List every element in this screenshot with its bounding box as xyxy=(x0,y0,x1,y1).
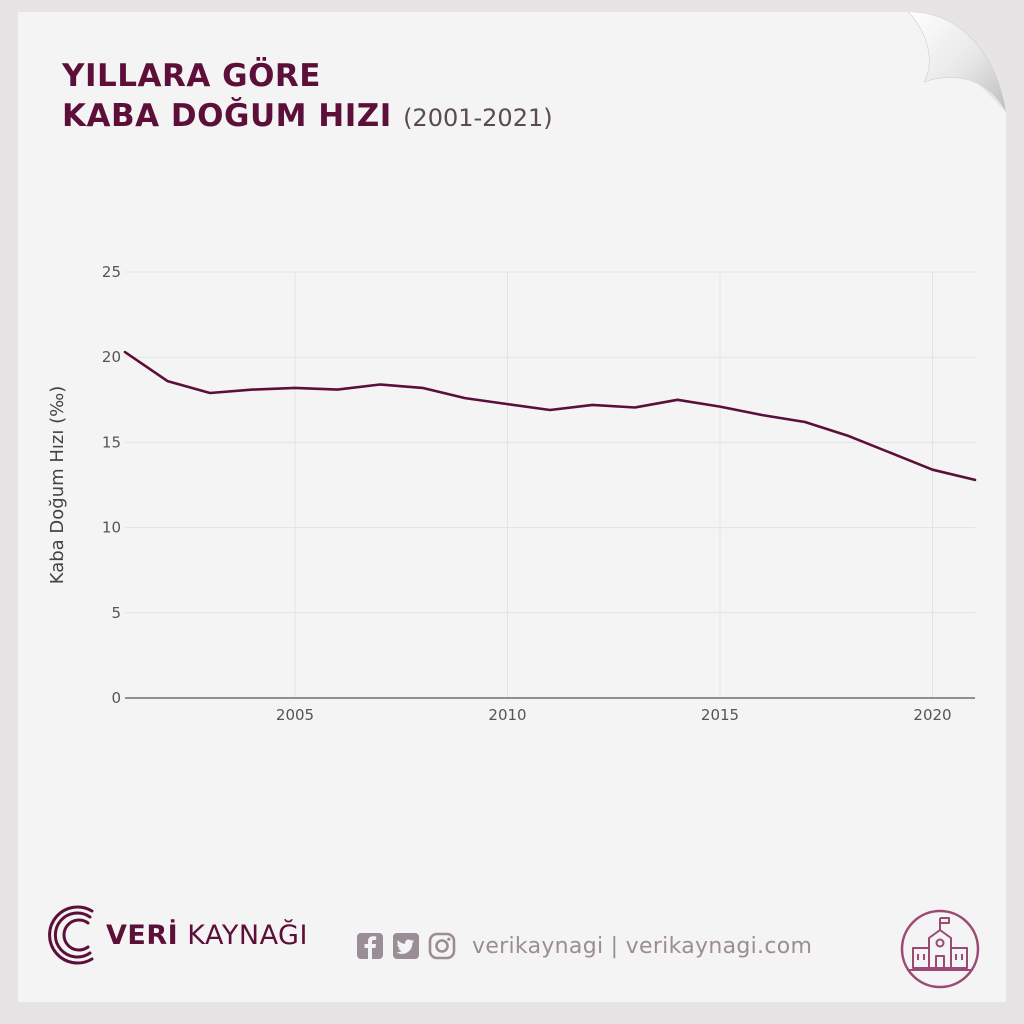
facebook-icon[interactable] xyxy=(356,932,384,960)
y-axis-label: Kaba Doğum Hızı (‰) xyxy=(47,386,68,585)
social-handle-text[interactable]: verikaynagi | verikaynagi.com xyxy=(472,933,813,959)
x-tick-label: 2010 xyxy=(488,706,526,724)
series-line xyxy=(123,350,977,482)
x-tick-label: 2015 xyxy=(701,706,739,724)
axis-layer: 0 5 10 15 20 25 2005 2010 2015 2020 xyxy=(102,263,975,724)
brand-name: VERİ KAYNAĞI xyxy=(106,919,308,951)
x-tick-label: 2020 xyxy=(913,706,951,724)
school-building-icon xyxy=(900,909,980,989)
brand-logo: VERİ KAYNAĞI xyxy=(44,905,308,965)
title-range: (2001-2021) xyxy=(403,104,553,132)
series-layer xyxy=(123,350,977,482)
paper-background xyxy=(18,12,1006,1002)
brand-arcs-icon xyxy=(48,905,94,965)
twitter-icon[interactable] xyxy=(392,932,420,960)
y-tick-label: 5 xyxy=(111,604,121,622)
line-chart: 0 5 10 15 20 25 2005 2010 2015 2020 Kaba Doğum Hı… xyxy=(47,263,977,724)
y-tick-label: 20 xyxy=(102,348,121,366)
title-line-2: KABA DOĞUM HIZI xyxy=(62,98,392,134)
y-tick-label: 10 xyxy=(102,519,121,537)
chart-title: YILLARA GÖRE KABA DOĞUM HIZI (2001-2021) xyxy=(62,56,553,138)
grid-layer xyxy=(125,271,975,698)
x-tick-label: 2005 xyxy=(276,706,314,724)
y-tick-label: 25 xyxy=(102,263,121,281)
instagram-icon[interactable] xyxy=(428,932,456,960)
title-line-1: YILLARA GÖRE xyxy=(62,58,321,94)
y-tick-label: 0 xyxy=(111,689,121,707)
social-links: verikaynagi | verikaynagi.com xyxy=(356,932,812,960)
y-tick-label: 15 xyxy=(102,433,121,451)
